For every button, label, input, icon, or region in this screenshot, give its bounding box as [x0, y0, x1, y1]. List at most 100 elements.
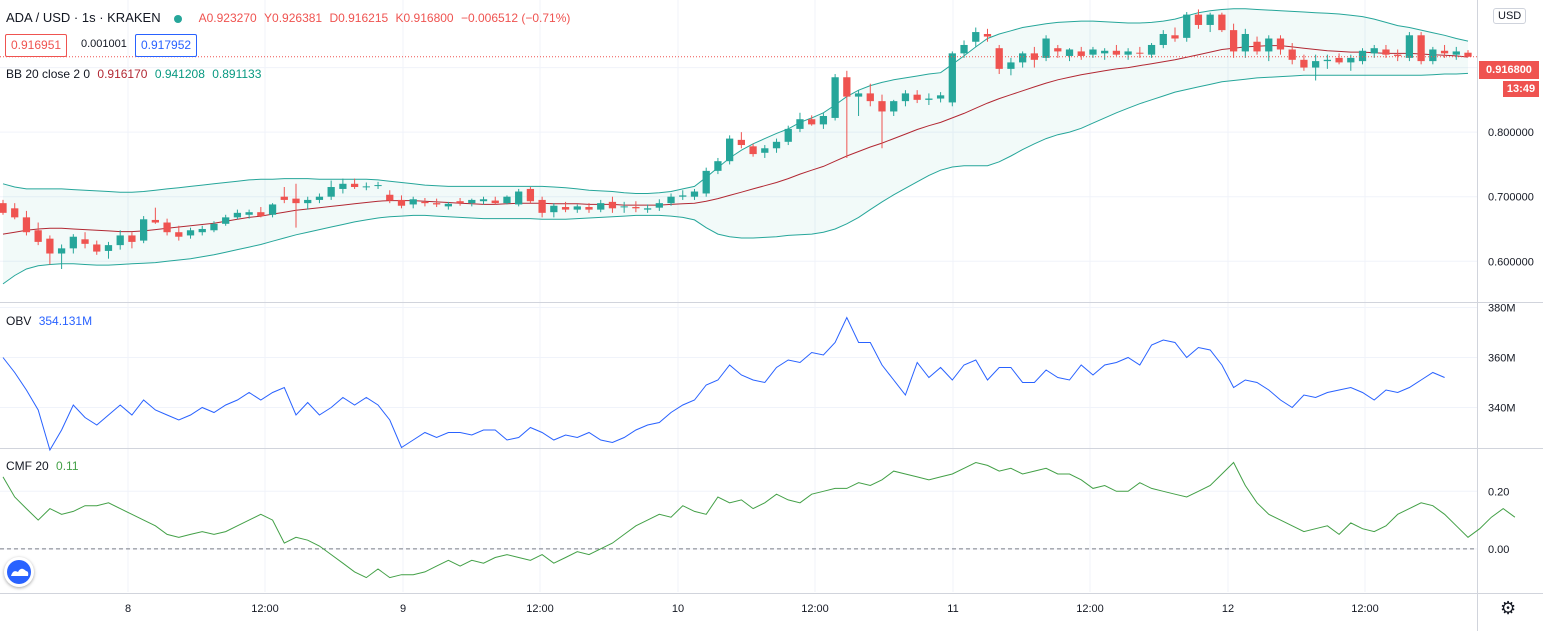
- candle: [57, 248, 66, 254]
- candle: [175, 232, 183, 237]
- y-tick-label: 0.00: [1488, 544, 1509, 556]
- candle: [151, 219, 159, 223]
- candle: [878, 101, 886, 112]
- candle: [726, 138, 734, 162]
- symbol-legend: ADA / USD · 1s · KRAKEN A0.923270 Y0.926…: [6, 10, 570, 25]
- candle: [890, 101, 898, 112]
- candle: [948, 53, 956, 103]
- candle: [1335, 57, 1343, 63]
- candle: [128, 235, 136, 242]
- candle: [233, 212, 242, 218]
- candle: [186, 230, 195, 236]
- candle: [620, 206, 628, 208]
- candle: [1312, 61, 1320, 68]
- candle: [1405, 35, 1414, 58]
- candle: [304, 199, 312, 204]
- candle: [913, 94, 921, 100]
- candle: [280, 196, 288, 200]
- bb-lower-line: [2, 72, 1469, 285]
- ohlc-open-label: A: [198, 11, 207, 25]
- candle: [585, 207, 593, 210]
- candle: [34, 230, 42, 242]
- candle: [1007, 62, 1015, 69]
- x-tick-label: 12: [1222, 603, 1234, 615]
- candle: [667, 196, 675, 204]
- candle: [608, 201, 617, 209]
- x-tick-label: 10: [672, 603, 684, 615]
- candle: [1429, 49, 1437, 62]
- obv-legend[interactable]: OBV 354.131M: [6, 314, 92, 328]
- candle: [433, 203, 441, 205]
- sell-price-button[interactable]: 0.916951: [5, 34, 68, 57]
- x-tick-label: 12:00: [251, 603, 279, 615]
- candle: [397, 199, 406, 206]
- candle: [936, 95, 945, 99]
- y-tick-label: 380M: [1488, 303, 1516, 315]
- candle: [93, 244, 101, 252]
- y-tick-label: 340M: [1488, 403, 1516, 415]
- ohlc-close-value: 0.916800: [403, 11, 454, 25]
- candle: [749, 146, 757, 155]
- y-tick-label: 0.600000: [1488, 256, 1534, 268]
- cmf-legend[interactable]: CMF 20 0.11: [6, 459, 79, 473]
- symbol-title[interactable]: ADA / USD · 1s · KRAKEN: [6, 10, 161, 25]
- buy-price-button[interactable]: 0.917952: [135, 34, 198, 57]
- candle: [1101, 50, 1109, 54]
- candle: [104, 245, 113, 251]
- ohlc-close-label: K: [395, 11, 404, 25]
- candle: [198, 228, 206, 233]
- candle: [0, 203, 7, 213]
- tradingview-cloud-icon[interactable]: [4, 557, 34, 587]
- candle: [597, 203, 605, 210]
- candle: [268, 204, 277, 215]
- candle: [679, 195, 687, 197]
- bb-basis-line: [2, 45, 1469, 235]
- bb-label: BB 20 close 2 0: [6, 67, 91, 81]
- candle: [163, 222, 171, 233]
- x-tick-label: 8: [125, 603, 131, 615]
- market-status-icon: [173, 14, 182, 23]
- candle: [81, 239, 89, 244]
- bb-basis-value: 0.916170: [97, 67, 148, 81]
- candle: [479, 199, 488, 202]
- candle: [116, 235, 124, 246]
- currency-badge[interactable]: USD: [1493, 8, 1527, 24]
- candle: [1417, 35, 1425, 62]
- candle: [468, 199, 476, 204]
- candle: [550, 205, 558, 213]
- candle: [1065, 49, 1074, 56]
- candle: [456, 201, 464, 204]
- candle: [444, 203, 452, 207]
- candle: [491, 200, 499, 204]
- candle: [350, 183, 359, 188]
- candle: [1112, 50, 1121, 55]
- bb-legend[interactable]: BB 20 close 2 0 0.916170 0.941208 0.8911…: [6, 67, 261, 81]
- candle: [632, 207, 640, 209]
- candle: [808, 119, 816, 125]
- candle: [960, 44, 968, 54]
- obv-value: 354.131M: [38, 314, 93, 328]
- candle: [1276, 38, 1285, 50]
- ohlc-low-label: D: [329, 11, 339, 25]
- gear-icon[interactable]: ⚙: [1500, 598, 1517, 618]
- cmf-value: 0.11: [56, 459, 79, 473]
- candle: [983, 33, 992, 37]
- ohlc-high-label: Y: [264, 11, 273, 25]
- candle: [339, 183, 347, 189]
- candle: [1452, 51, 1460, 55]
- candle: [1159, 33, 1167, 45]
- candle: [831, 77, 839, 118]
- candle: [409, 199, 417, 205]
- candle: [503, 196, 511, 204]
- candle: [1030, 53, 1038, 60]
- candle: [1019, 53, 1027, 63]
- candle: [1077, 51, 1085, 56]
- y-tick-label: 0.20: [1488, 486, 1509, 498]
- candle: [245, 212, 253, 215]
- candle: [1171, 35, 1179, 39]
- candle: [1464, 52, 1472, 57]
- ohlc-low-value: 0.916215: [338, 11, 389, 25]
- candle: [515, 191, 523, 205]
- candle: [843, 77, 851, 97]
